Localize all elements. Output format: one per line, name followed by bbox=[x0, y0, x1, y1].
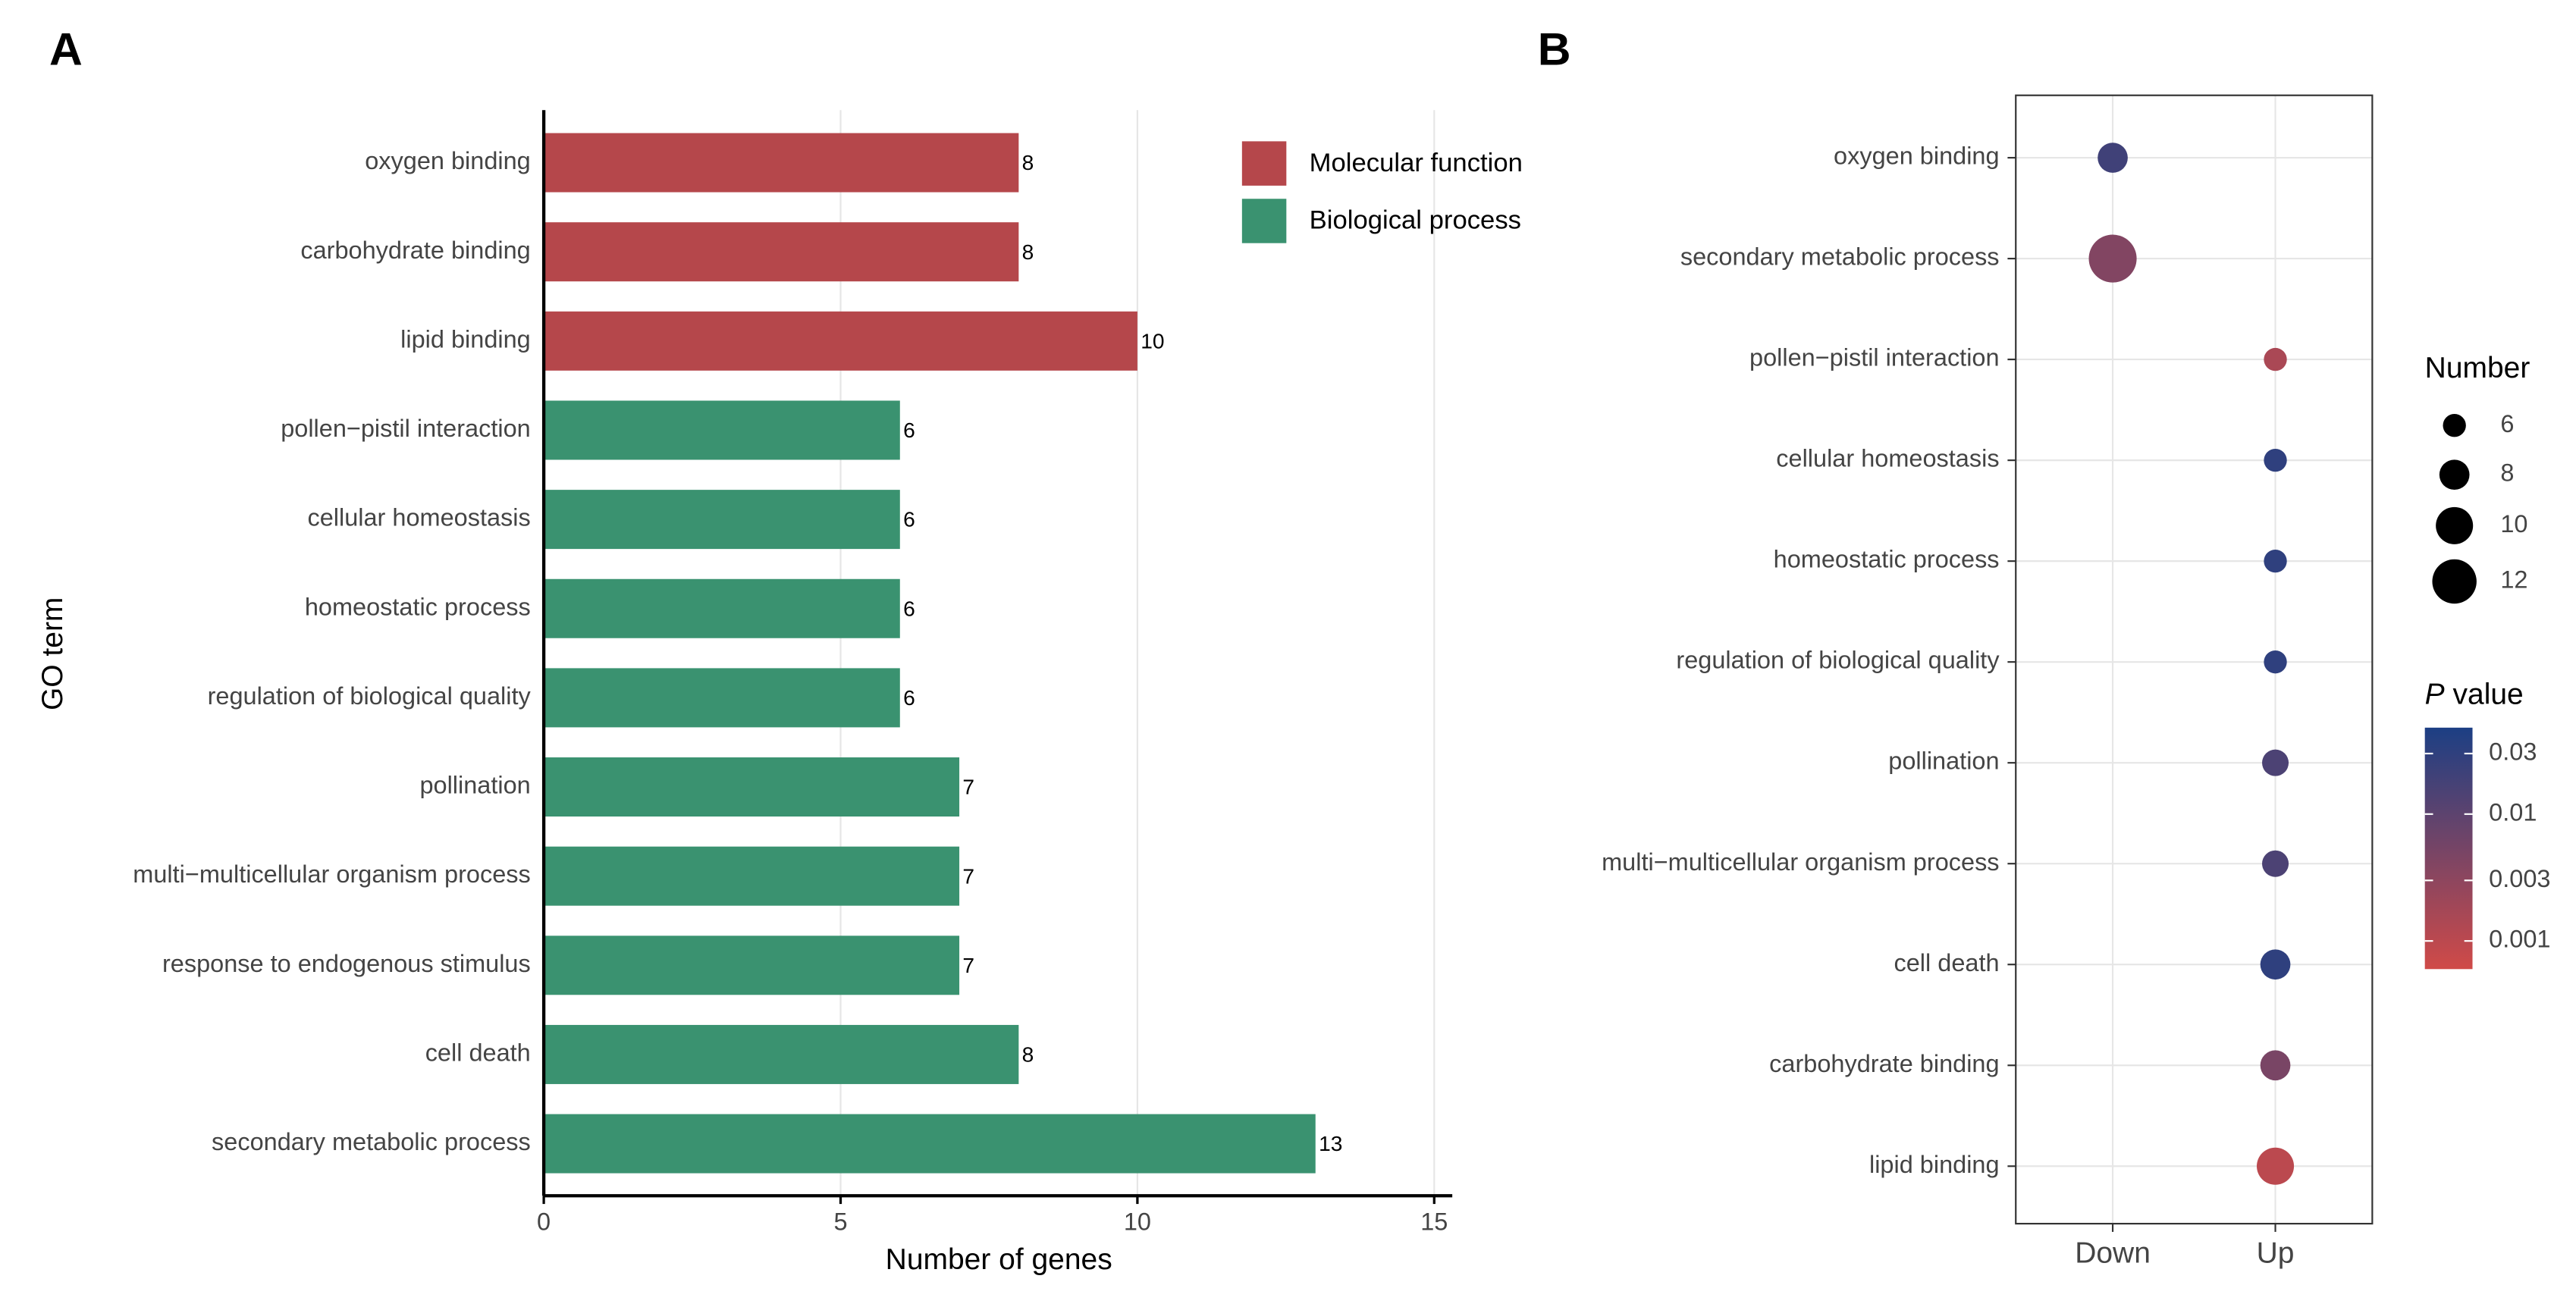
size-legend-label: 6 bbox=[2500, 410, 2514, 437]
y-tick-label: pollen−pistil interaction bbox=[281, 415, 531, 442]
y-tick-label: multi−multicellular organism process bbox=[133, 860, 530, 888]
size-legend-label: 10 bbox=[2500, 510, 2527, 538]
size-legend-dot bbox=[2439, 459, 2470, 491]
bar bbox=[544, 668, 900, 728]
data-label: 7 bbox=[962, 954, 974, 977]
y-tick-label: homeostatic process bbox=[305, 593, 531, 620]
legend-swatch bbox=[1241, 141, 1287, 186]
dot bbox=[2088, 234, 2137, 283]
dot bbox=[2264, 650, 2287, 674]
legend-label: Molecular function bbox=[1310, 149, 1523, 177]
size-legend-dot bbox=[2432, 559, 2477, 604]
y-tick-label: carbohydrate binding bbox=[300, 237, 530, 264]
legend-swatch bbox=[1241, 199, 1287, 243]
colorbar-label: 0.03 bbox=[2489, 738, 2537, 766]
size-legend-label: 8 bbox=[2500, 459, 2514, 487]
legend-label: Biological process bbox=[1310, 206, 1521, 235]
size-legend-title: Number bbox=[2425, 352, 2531, 384]
x-axis-title: Number of genes bbox=[886, 1243, 1112, 1276]
y-tick-label: oxygen binding bbox=[365, 147, 531, 174]
bar bbox=[544, 846, 960, 906]
title-part: P bbox=[2425, 679, 2445, 711]
y-tick-label: cellular homeostasis bbox=[1776, 445, 1999, 472]
data-label: 7 bbox=[962, 864, 974, 888]
colorbar-label: 0.001 bbox=[2489, 926, 2550, 953]
panel-letter: B bbox=[1538, 23, 1571, 74]
x-tick-label: 15 bbox=[1420, 1208, 1448, 1236]
panel-letter: A bbox=[49, 23, 83, 74]
x-tick-label: 5 bbox=[833, 1208, 847, 1236]
y-tick-label: lipid binding bbox=[400, 325, 531, 353]
x-tick-label: Down bbox=[2075, 1237, 2151, 1270]
size-legend-dot bbox=[2443, 414, 2466, 437]
dot bbox=[2260, 1050, 2291, 1081]
bar bbox=[544, 1114, 1316, 1174]
dot bbox=[2262, 749, 2289, 776]
dot bbox=[2264, 347, 2287, 371]
colorbar-label: 0.01 bbox=[2489, 798, 2537, 826]
y-tick-label: regulation of biological quality bbox=[1676, 647, 2000, 674]
x-tick-label: Up bbox=[2257, 1237, 2295, 1270]
y-tick-label: homeostatic process bbox=[1774, 546, 2000, 573]
data-label: 7 bbox=[962, 776, 974, 799]
y-tick-label: multi−multicellular organism process bbox=[1602, 848, 1999, 876]
y-tick-label: response to endogenous stimulus bbox=[162, 950, 531, 977]
bar bbox=[544, 490, 900, 550]
data-label: 6 bbox=[903, 686, 915, 710]
dot bbox=[2264, 448, 2287, 472]
bar bbox=[544, 1024, 1019, 1084]
dot bbox=[2260, 949, 2291, 980]
y-axis-title: GO term bbox=[36, 597, 69, 710]
y-tick-label: regulation of biological quality bbox=[208, 682, 532, 710]
bar bbox=[544, 400, 900, 460]
y-tick-label: secondary metabolic process bbox=[212, 1128, 531, 1155]
data-label: 8 bbox=[1022, 240, 1034, 264]
panel-a: 0 5 10 15 oxygen binding carbohydrate binding… bbox=[36, 110, 1523, 1276]
data-label: 8 bbox=[1022, 1043, 1034, 1067]
bar bbox=[544, 222, 1019, 282]
y-tick-label: cell death bbox=[1894, 949, 2000, 976]
x-tick-label: 0 bbox=[537, 1208, 551, 1236]
x-tick-label: 10 bbox=[1124, 1208, 1151, 1236]
label-clip: oxygen binding secondary metabolic proces… bbox=[1602, 143, 2000, 1178]
y-tick-label: cell death bbox=[425, 1039, 531, 1067]
data-label: 6 bbox=[903, 508, 915, 531]
panel-border bbox=[2015, 94, 2374, 1225]
dot bbox=[2257, 1147, 2295, 1185]
bar bbox=[544, 311, 1137, 371]
bar bbox=[544, 133, 1019, 193]
y-tick-label: secondary metabolic process bbox=[1680, 243, 2000, 271]
y-tick-label: pollen−pistil interaction bbox=[1749, 344, 2000, 371]
colorbar bbox=[2424, 727, 2473, 970]
data-label: 10 bbox=[1141, 329, 1164, 353]
data-label: 6 bbox=[903, 418, 915, 442]
dot bbox=[2262, 850, 2289, 877]
panel-b: oxygen binding secondary metabolic proces… bbox=[1602, 94, 2550, 1270]
y-tick-label: pollination bbox=[419, 772, 530, 799]
y-tick-label: cellular homeostasis bbox=[307, 504, 530, 531]
y-tick-label: pollination bbox=[1888, 748, 1999, 775]
data-label: 8 bbox=[1022, 151, 1034, 174]
colorbar-label: 0.003 bbox=[2489, 865, 2550, 892]
size-legend-dot bbox=[2436, 506, 2474, 544]
bar bbox=[544, 936, 960, 995]
data-label: 13 bbox=[1319, 1132, 1342, 1155]
y-tick-label: carbohydrate binding bbox=[1769, 1050, 1999, 1077]
y-tick-label: lipid binding bbox=[1869, 1151, 2000, 1178]
bar bbox=[544, 757, 960, 817]
data-label: 6 bbox=[903, 597, 915, 620]
bar bbox=[544, 578, 900, 638]
y-tick-label: oxygen binding bbox=[1834, 143, 2000, 170]
dot bbox=[2264, 549, 2287, 573]
dot bbox=[2098, 143, 2128, 173]
title-part: value bbox=[2453, 679, 2524, 711]
size-legend-label: 12 bbox=[2500, 566, 2527, 594]
